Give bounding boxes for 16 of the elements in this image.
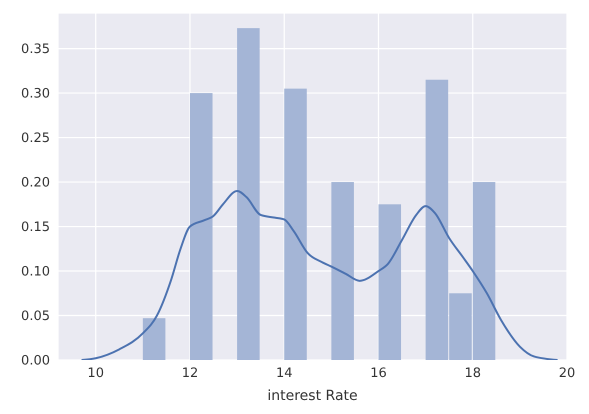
y-tick-label: 0.05: [21, 309, 50, 324]
line-series: [80, 190, 559, 360]
x-tick-label: 18: [464, 366, 482, 382]
y-tick-label: 0.10: [21, 264, 50, 280]
x-tick-label: 20: [558, 366, 576, 382]
y-tick-label: 0.25: [21, 131, 50, 146]
y-tick-label: 0.15: [21, 220, 50, 236]
y-tick-label: 0.00: [21, 354, 50, 369]
x-tick-label: 14: [276, 366, 292, 382]
y-tick-label: 0.20: [21, 176, 50, 191]
y-tick-label: 0.35: [21, 42, 50, 58]
x-tick-label: 16: [370, 366, 387, 382]
x-tick-label: 10: [87, 366, 104, 382]
y-tick-label: 0.30: [21, 86, 50, 102]
x-tick-label: 12: [182, 366, 198, 382]
x-axis-title: interest Rate: [267, 388, 358, 404]
